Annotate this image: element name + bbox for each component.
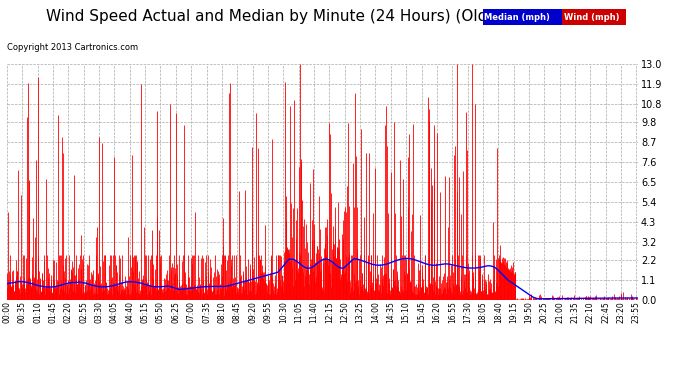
Text: Median (mph): Median (mph) xyxy=(484,13,550,22)
Text: Wind Speed Actual and Median by Minute (24 Hours) (Old) 20130916: Wind Speed Actual and Median by Minute (… xyxy=(46,9,575,24)
Text: Wind (mph): Wind (mph) xyxy=(564,13,619,22)
Text: Copyright 2013 Cartronics.com: Copyright 2013 Cartronics.com xyxy=(7,43,138,52)
